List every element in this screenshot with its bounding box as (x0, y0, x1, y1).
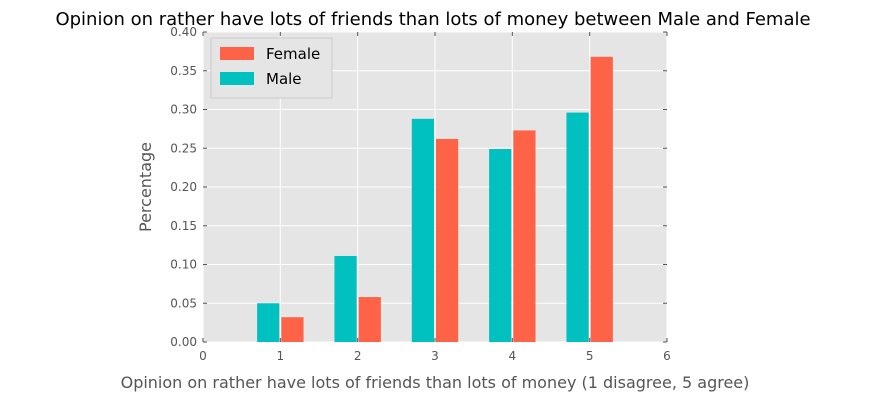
bar-male (411, 118, 434, 342)
x-axis-label: Opinion on rather have lots of friends t… (121, 373, 750, 392)
tick-labels: 0 1 2 3 4 5 6 0.00 0.05 0.10 0.15 0.20 0.25 0.30 0.35 0… (170, 25, 671, 363)
y-tick-label: 0.25 (170, 141, 197, 155)
legend-swatch (220, 47, 254, 60)
bar-female (358, 297, 381, 342)
bar-male (334, 255, 357, 342)
bars (257, 56, 613, 343)
legend-swatch (220, 72, 254, 85)
x-tick-label: 5 (586, 349, 594, 363)
legend-label: Male (266, 70, 302, 88)
bar-female (281, 317, 304, 342)
x-tick-label: 4 (509, 349, 517, 363)
x-tick-label: 0 (199, 349, 207, 363)
y-tick-label: 0.35 (170, 64, 197, 78)
legend-label: Female (266, 45, 320, 63)
bar-male (566, 112, 589, 342)
y-tick-label: 0.15 (170, 219, 197, 233)
chart-title: Opinion on rather have lots of friends t… (55, 9, 810, 30)
x-tick-label: 3 (431, 349, 439, 363)
y-tick-label: 0.20 (170, 180, 197, 194)
y-axis-label: Percentage (136, 142, 155, 232)
x-tick-label: 6 (663, 349, 671, 363)
bar-female (436, 138, 459, 342)
legend: Female Male (210, 37, 333, 99)
bar-male (257, 303, 280, 342)
y-tick-label: 0.00 (170, 335, 197, 349)
y-tick-label: 0.10 (170, 258, 197, 272)
bar-male (489, 149, 512, 342)
x-tick-label: 1 (277, 349, 285, 363)
axis-ticks (202, 31, 668, 343)
x-tick-label: 2 (354, 349, 362, 363)
y-tick-label: 0.05 (170, 296, 197, 310)
y-tick-label: 0.30 (170, 103, 197, 117)
bar-female (513, 130, 536, 342)
bar-female (590, 56, 613, 343)
y-tick-label: 0.40 (170, 25, 197, 39)
